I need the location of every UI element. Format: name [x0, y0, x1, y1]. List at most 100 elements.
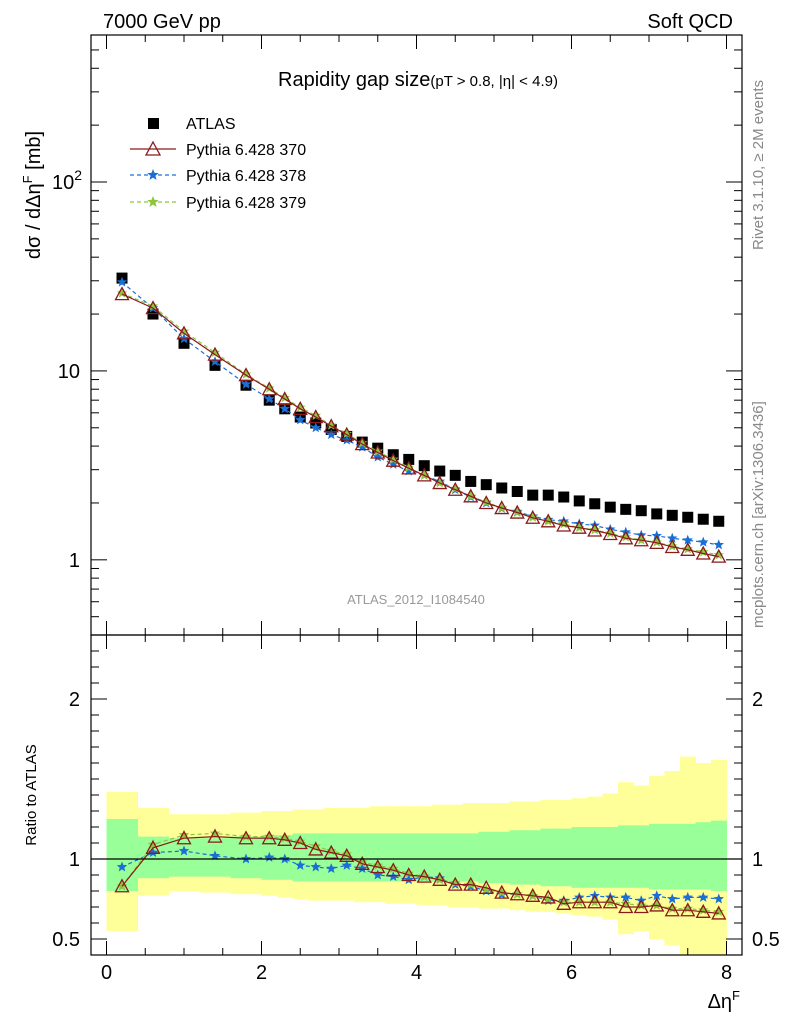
pythia-378-point: [698, 536, 709, 547]
ratio-pythia-379-point: [388, 863, 399, 874]
ratio-band-inner: [401, 833, 417, 882]
pythia-370-point: [308, 409, 324, 424]
ratio-pythia-378-point: [667, 893, 678, 904]
ratio-y-axis-label: Ratio to ATLAS: [23, 744, 40, 845]
pythia-370-point: [463, 488, 479, 503]
ratio-pythia-370-point: [571, 894, 587, 909]
ratio-pythia-370-point: [711, 905, 727, 920]
atlas-data-point: [403, 453, 415, 465]
ratio-pythia-370-point: [261, 830, 277, 845]
pythia-370-point: [525, 509, 541, 524]
ratio-pythia-370-point: [463, 876, 479, 891]
ratio-pythia-378-point: [403, 874, 414, 885]
ratio-band-inner: [478, 831, 495, 883]
ratio-pythia-379-point: [372, 859, 383, 870]
pythia-370-point: [385, 452, 401, 467]
ratio-band-inner: [168, 838, 200, 877]
pythia-379-point: [527, 511, 538, 522]
ratio-band-inner: [649, 823, 665, 890]
pythia-370-point: [649, 534, 665, 550]
pythia-379-point: [620, 531, 631, 542]
pythia-379-point: [341, 428, 352, 439]
ratio-pythia-370-point: [114, 878, 130, 893]
main-series-line: [121, 292, 719, 556]
ratio-pythia-379-point: [326, 845, 337, 856]
pythia-378-point: [713, 539, 724, 550]
pythia-378-point: [403, 465, 414, 476]
ratio-pythia-370-point: [277, 831, 293, 846]
ratio-pythia-370-point: [633, 899, 649, 914]
x-axis-label-base: Δη: [708, 991, 732, 1013]
ratio-pythia-370-point: [509, 886, 525, 901]
pythia-370-point: [354, 436, 370, 451]
atlas-data-point: [573, 495, 585, 507]
ratio-pythia-378-point: [264, 851, 275, 862]
atlas-data-point: [511, 485, 523, 497]
ratio-pythia-378-point: [295, 859, 306, 870]
atlas-data-point: [682, 511, 694, 523]
ratio-axes: 0 2 4 6 8 0.5 0.5 1 1 2 2: [52, 635, 780, 984]
x-axis-label-sup: F: [732, 988, 740, 1003]
ratio-pythia-378-point: [713, 893, 724, 904]
pythia-379-point: [279, 392, 290, 403]
header-left: 7000 GeV pp: [103, 11, 221, 33]
ratio-pythia-370-point: [385, 862, 401, 877]
main-marks: [114, 272, 727, 563]
pythia-370-point: [509, 504, 525, 519]
pythia-370-point: [711, 548, 727, 563]
ratio-pythia-370-point: [525, 887, 541, 902]
pythia-379-point: [357, 437, 368, 448]
atlas-data-point: [666, 509, 678, 521]
ratio-band-inner: [308, 833, 324, 882]
pythia-378-point: [357, 441, 368, 452]
pythia-370-point: [401, 460, 417, 475]
atlas-data-point: [651, 508, 663, 520]
pythia-378-point: [667, 532, 678, 543]
ratio-pythia-379-point: [558, 896, 569, 907]
ratio-band-inner: [571, 827, 588, 888]
pythia-379-point: [605, 527, 616, 538]
pythia-370-point: [238, 367, 254, 382]
main-series-1: [114, 286, 727, 563]
ratio-band-inner: [416, 833, 433, 882]
pythia-379-point: [450, 483, 461, 494]
atlas-data-point: [480, 479, 492, 491]
pythia-370-point: [292, 400, 308, 415]
x-tick-label: 2: [256, 962, 267, 984]
main-y-tick-label: 1: [69, 550, 80, 572]
ratio-pythia-370-point: [339, 847, 355, 862]
pythia-370-point: [587, 522, 603, 537]
ratio-y-tick-label: 0.5: [52, 929, 80, 951]
pythia-379-point: [295, 402, 306, 412]
pythia-379-point: [264, 382, 275, 393]
legend: ATLAS Pythia 6.428 370 Pythia 6.428 378 …: [130, 116, 306, 212]
ratio-pythia-370-point: [370, 859, 386, 874]
pythia-379-point: [558, 518, 569, 529]
ratio-pythia-370-point: [602, 894, 618, 909]
atlas-data-point: [465, 475, 477, 487]
pythia-378-point: [682, 534, 693, 545]
pythia-379-point: [698, 546, 709, 557]
legend-label-atlas: ATLAS: [186, 116, 236, 133]
atlas-data-point: [178, 337, 190, 349]
main-series-line: [121, 293, 719, 558]
ratio-pythia-378-point: [341, 859, 352, 870]
pythia-378-point: [372, 451, 383, 462]
pythia-379-point: [116, 287, 128, 298]
atlas-data-point: [542, 489, 554, 501]
pythia-379-point: [326, 419, 337, 430]
ratio-pythia-370-point: [695, 903, 711, 918]
pythia-370-point: [261, 381, 277, 396]
ratio-band-inner: [339, 833, 355, 882]
ratio-pythia-370-point: [649, 897, 665, 912]
ratio-pythia-378-point: [698, 891, 709, 902]
main-series-2: [116, 276, 724, 550]
pythia-370-point: [207, 346, 223, 361]
pythia-379-point: [589, 524, 600, 535]
pythia-370-point: [447, 481, 463, 496]
pythia-378-point: [388, 458, 399, 469]
pythia-379-point: [651, 536, 662, 547]
ratio-pythia-378-point: [326, 863, 337, 874]
ratio-pythia-379-point: [682, 903, 693, 914]
